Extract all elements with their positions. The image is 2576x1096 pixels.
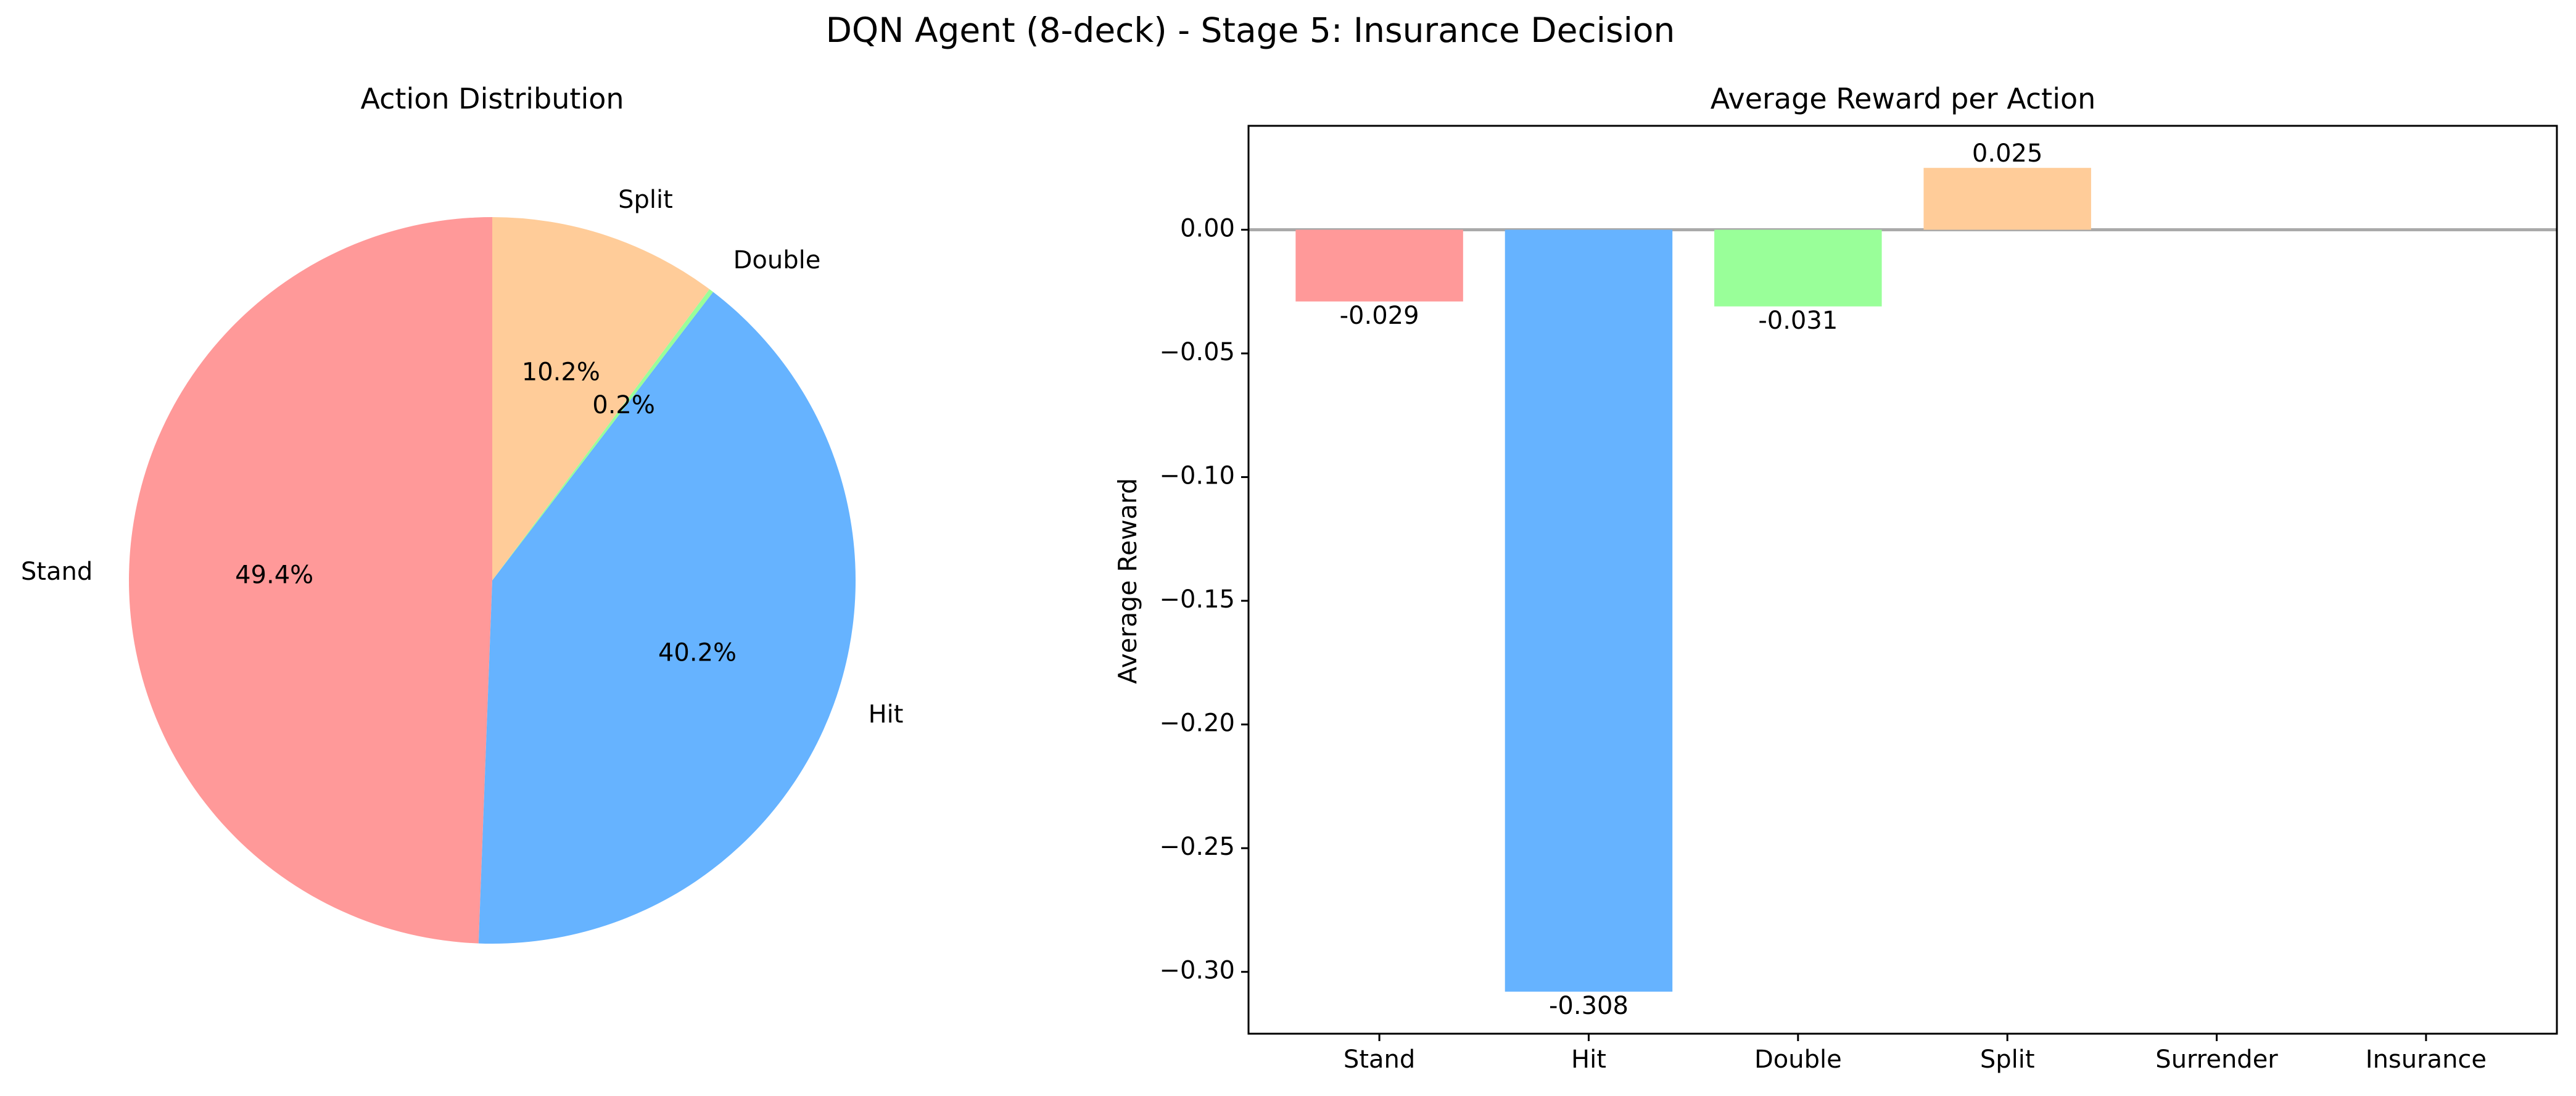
bar-value-label-split: 0.025 [1972,139,2043,168]
y-axis-ticks: 0.00 −0.05 −0.10 −0.15 −0.20 −0.25 −0.30 [1159,214,1249,985]
pie-label-split: Split [618,186,673,214]
x-tick-label-insurance: Insurance [2366,1045,2487,1074]
bar-value-label-hit: -0.308 [1549,992,1629,1020]
figure-title: DQN Agent (8-deck) - Stage 5: Insurance … [826,10,1675,50]
pie-label-double: Double [733,246,821,274]
y-tick-label: −0.05 [1159,338,1235,366]
pie-label-hit: Hit [869,700,904,728]
pie-label-stand: Stand [21,558,93,586]
bar-value-label-stand: -0.029 [1340,302,1419,330]
bars: -0.029 -0.308 -0.031 0.025 [1295,139,2091,1020]
y-tick-label: 0.00 [1180,214,1235,242]
y-tick-label: −0.15 [1159,585,1235,614]
pie-pct-hit: 40.2% [658,639,737,667]
x-tick-label-double: Double [1754,1045,1842,1074]
pie-chart-title: Action Distribution [360,82,624,115]
pie-pct-double: 0.2% [592,391,655,419]
pie-pct-split: 10.2% [522,358,600,387]
bar-double [1714,229,1882,307]
bar-hit [1505,229,1673,992]
bar-chart-y-axis-label: Average Reward [1113,478,1142,684]
x-tick-label-stand: Stand [1344,1045,1415,1074]
bar-split [1923,168,2091,230]
bar-stand [1295,229,1463,302]
pie-slice-hit [478,292,856,944]
plot-frame [1247,125,2558,1035]
x-tick-label-surrender: Surrender [2155,1045,2278,1074]
pie-slice-double [492,289,714,580]
y-tick-label: −0.10 [1159,462,1235,490]
pie-slice-split [492,217,710,580]
x-axis-ticks: Stand Hit Double Split Surrender Insurance [1344,1034,2487,1074]
y-tick-label: −0.20 [1159,709,1235,738]
pie-slice-stand [128,217,492,944]
bar-value-label-double: -0.031 [1758,307,1838,335]
y-tick-label: −0.25 [1159,833,1235,861]
pie-labels: Stand 49.4% Hit 40.2% Double 0.2% Split 10.2% [21,186,904,728]
bar-chart: Average Reward per Action Average Reward… [1113,82,2558,1074]
pie-slices [128,217,856,944]
y-tick-label: −0.30 [1159,957,1235,985]
pie-pct-stand: 49.4% [235,561,313,589]
bar-chart-title: Average Reward per Action [1711,82,2096,115]
pie-chart: Action Distribution Stand 49.4% Hit 40.2% Do… [21,82,904,944]
x-tick-label-hit: Hit [1571,1045,1606,1074]
x-tick-label-split: Split [1980,1045,2035,1074]
